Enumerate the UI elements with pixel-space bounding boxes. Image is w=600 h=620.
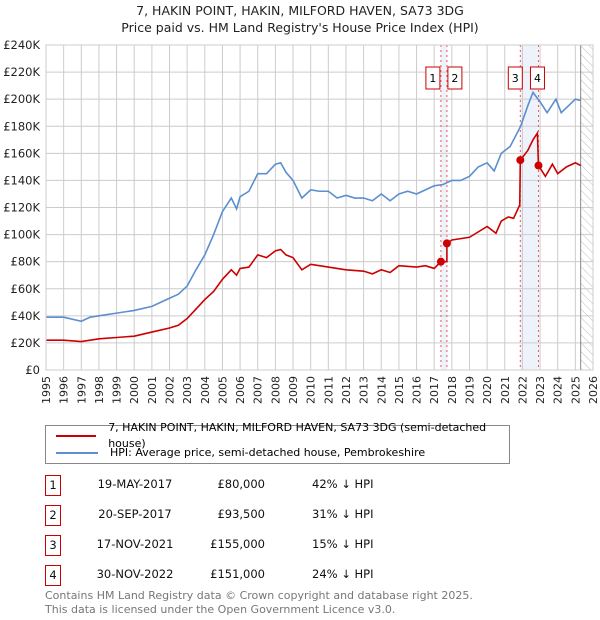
sale-point: [516, 156, 525, 165]
sale-number-badge: 1: [45, 475, 61, 496]
x-tick-label: 1998: [93, 376, 106, 404]
x-tick-label: 2006: [234, 376, 247, 404]
sale-hpi-diff: 42% ↓ HPI: [312, 477, 374, 491]
x-tick-label: 2017: [428, 376, 441, 404]
red-line-swatch: [56, 435, 97, 437]
x-tick-label: 2018: [446, 376, 459, 404]
y-tick-label: £200K: [3, 92, 40, 106]
legend-label: HPI: Average price, semi-detached house,…: [110, 446, 426, 459]
y-tick-label: £140K: [3, 173, 40, 187]
sale-point: [442, 239, 451, 248]
sale-date: 30-NOV-2022: [96, 567, 174, 581]
x-tick-label: 2025: [569, 376, 582, 404]
sale-row: 1 19-MAY-2017 £80,000 42% ↓ HPI: [45, 475, 425, 496]
legend: 7, HAKIN POINT, HAKIN, MILFORD HAVEN, SA…: [45, 421, 510, 464]
sale-point: [534, 161, 543, 170]
blue-line-swatch: [56, 452, 98, 454]
x-tick-label: 2009: [287, 376, 300, 404]
x-tick-label: 2005: [216, 376, 229, 404]
x-tick-label: 2020: [481, 376, 494, 404]
y-tick-label: £100K: [3, 228, 40, 242]
sale-label-box: [425, 66, 441, 90]
y-tick-label: £80K: [11, 255, 41, 269]
sale-price: £151,000: [210, 567, 265, 581]
hpi-line: [46, 90, 581, 323]
x-tick-label: 2008: [269, 376, 282, 404]
sale-label-text: 1: [429, 72, 436, 85]
x-tick-label: 1995: [40, 376, 53, 404]
sale-date: 17-NOV-2021: [96, 537, 174, 551]
legend-label: 7, HAKIN POINT, HAKIN, MILFORD HAVEN, SA…: [108, 421, 487, 450]
x-tick-label: 2002: [164, 376, 177, 404]
x-tick-label: 2019: [463, 376, 476, 404]
sale-hpi-diff: 31% ↓ HPI: [312, 507, 374, 521]
sale-number-badge: 4: [45, 565, 61, 586]
sale-date: 20-SEP-2017: [98, 507, 172, 521]
sale-price: £155,000: [210, 537, 265, 551]
x-tick-label: 1996: [58, 376, 71, 404]
sale-point: [436, 257, 445, 266]
x-tick-label: 2012: [340, 376, 353, 404]
chart-subtitle: Price paid vs. HM Land Registry's House …: [121, 20, 479, 35]
x-tick-label: 2004: [199, 376, 212, 404]
x-tick-label: 2003: [181, 376, 194, 404]
x-tick-label: 2022: [516, 376, 529, 404]
sale-row: 4 30-NOV-2022 £151,000 24% ↓ HPI: [45, 565, 425, 586]
footer-line-2: This data is licensed under the Open Gov…: [45, 603, 396, 616]
sale-date: 19-MAY-2017: [97, 477, 173, 491]
y-tick-label: £220K: [3, 65, 40, 79]
price-chart: 1995 1996 1997 1998 1999 2000 2001 2002 2003 2004…: [3, 38, 600, 404]
x-tick-label: 1999: [111, 376, 124, 404]
sale-price: £93,500: [217, 507, 265, 521]
x-tick-label: 2010: [305, 376, 318, 404]
y-tick-label: £120K: [3, 201, 40, 215]
sale-hpi-diff: 15% ↓ HPI: [312, 537, 374, 551]
x-tick-label: 2026: [587, 376, 600, 404]
sale-label-box: [447, 66, 463, 90]
sale-row: 2 20-SEP-2017 £93,500 31% ↓ HPI: [45, 505, 425, 526]
y-tick-label: £0: [25, 363, 40, 377]
x-tick-label: 2016: [411, 376, 424, 404]
x-tick-label: 2000: [128, 376, 141, 404]
x-tick-label: 2011: [322, 376, 335, 404]
sale-label-text: 4: [534, 72, 541, 85]
sale-number-badge: 3: [45, 535, 61, 556]
chart-title: 7, HAKIN POINT, HAKIN, MILFORD HAVEN, SA…: [136, 3, 464, 18]
y-tick-label: £40K: [11, 309, 41, 323]
plot-border: [45, 44, 594, 371]
x-tick-label: 1997: [75, 376, 88, 404]
y-tick-label: £60K: [11, 282, 41, 296]
x-tick-label: 2014: [375, 376, 388, 404]
footer-line-1: Contains HM Land Registry data © Crown c…: [45, 589, 473, 602]
y-tick-label: £160K: [3, 146, 40, 160]
sale-label-text: 2: [451, 72, 458, 85]
x-tick-label: 2007: [252, 376, 265, 404]
sale-price: £80,000: [217, 477, 265, 491]
sale-label-text: 3: [512, 72, 519, 85]
sale-label-box: [529, 66, 545, 90]
x-tick-label: 2015: [393, 376, 406, 404]
legend-item-property: 7, HAKIN POINT, HAKIN, MILFORD HAVEN, SA…: [56, 421, 509, 450]
y-tick-label: £240K: [3, 38, 40, 52]
sale-hpi-diff: 24% ↓ HPI: [312, 567, 374, 581]
x-tick-label: 2001: [146, 376, 159, 404]
sale-label-4: 4: [529, 66, 545, 90]
x-tick-label: 2023: [534, 376, 547, 404]
legend-item-hpi: HPI: Average price, semi-detached house,…: [56, 445, 425, 461]
y-tick-label: £20K: [11, 336, 41, 350]
sale-label-1: 1: [425, 66, 441, 90]
sale-label-box: [507, 66, 523, 90]
sale-label-2: 2: [447, 66, 463, 90]
footer: Contains HM Land Registry data © Crown c…: [45, 589, 473, 617]
sale-label-3: 3: [507, 66, 523, 90]
property-price-line: [46, 130, 582, 343]
sale-number-badge: 2: [45, 505, 61, 526]
sale-row: 3 17-NOV-2021 £155,000 15% ↓ HPI: [45, 535, 425, 556]
x-tick-label: 2013: [358, 376, 371, 404]
x-tick-label: 2021: [499, 376, 512, 404]
y-tick-label: £180K: [3, 119, 40, 133]
x-tick-label: 2024: [552, 376, 565, 404]
